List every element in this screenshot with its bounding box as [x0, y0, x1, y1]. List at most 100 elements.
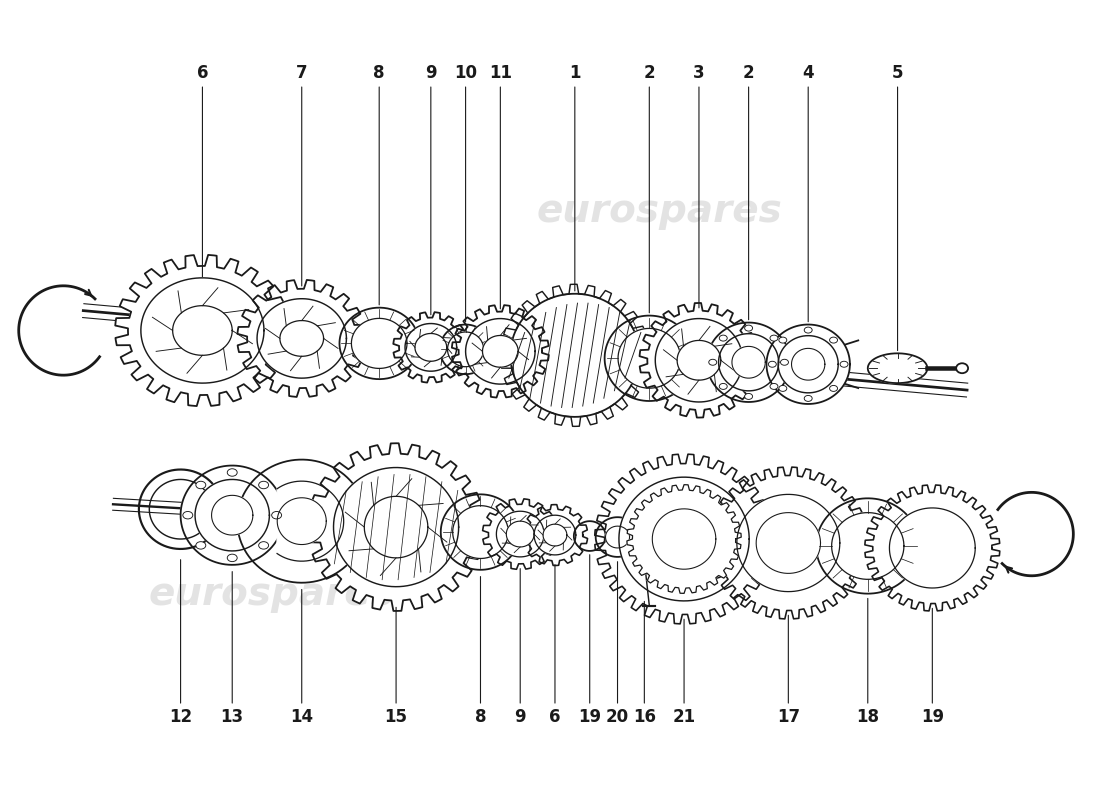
Polygon shape — [465, 318, 535, 384]
Ellipse shape — [258, 482, 268, 489]
Polygon shape — [173, 306, 232, 355]
Text: 19: 19 — [579, 708, 602, 726]
Text: 5: 5 — [892, 64, 903, 82]
Polygon shape — [340, 308, 419, 379]
Ellipse shape — [708, 359, 717, 366]
Ellipse shape — [829, 386, 837, 391]
Ellipse shape — [228, 469, 238, 476]
Ellipse shape — [781, 359, 789, 366]
Polygon shape — [496, 511, 544, 557]
Polygon shape — [364, 496, 428, 558]
Ellipse shape — [770, 335, 778, 341]
Polygon shape — [277, 481, 343, 561]
Polygon shape — [394, 312, 469, 382]
Polygon shape — [543, 524, 566, 546]
Polygon shape — [308, 443, 484, 611]
Polygon shape — [279, 321, 323, 356]
Polygon shape — [756, 513, 821, 574]
Text: eurospares: eurospares — [150, 574, 395, 613]
Ellipse shape — [719, 383, 727, 390]
Text: 9: 9 — [515, 708, 526, 726]
Polygon shape — [405, 323, 456, 371]
Ellipse shape — [183, 511, 192, 519]
Text: 6: 6 — [549, 708, 561, 726]
Text: 8: 8 — [373, 64, 385, 82]
Polygon shape — [605, 315, 694, 401]
Ellipse shape — [829, 337, 837, 343]
Polygon shape — [778, 336, 838, 393]
Text: 3: 3 — [693, 64, 705, 82]
Polygon shape — [452, 305, 549, 398]
Text: 10: 10 — [454, 64, 477, 82]
Text: 19: 19 — [921, 708, 944, 726]
Text: 1: 1 — [569, 64, 581, 82]
Polygon shape — [195, 479, 270, 551]
Text: 12: 12 — [169, 708, 192, 726]
Polygon shape — [652, 509, 716, 570]
Ellipse shape — [804, 395, 812, 402]
Polygon shape — [865, 485, 1000, 611]
Text: 2: 2 — [742, 64, 755, 82]
Polygon shape — [678, 341, 721, 380]
Polygon shape — [506, 521, 535, 547]
Polygon shape — [595, 454, 773, 624]
Ellipse shape — [745, 325, 752, 331]
Ellipse shape — [196, 482, 206, 489]
Polygon shape — [816, 498, 920, 594]
Polygon shape — [277, 498, 327, 545]
Polygon shape — [500, 284, 649, 426]
Ellipse shape — [745, 394, 752, 399]
Polygon shape — [574, 521, 606, 551]
Polygon shape — [792, 348, 825, 380]
Polygon shape — [535, 515, 575, 555]
Polygon shape — [627, 485, 741, 594]
Ellipse shape — [804, 327, 812, 333]
Polygon shape — [639, 303, 758, 418]
Polygon shape — [238, 280, 366, 397]
Polygon shape — [596, 517, 639, 557]
Ellipse shape — [258, 542, 268, 549]
Polygon shape — [453, 506, 508, 558]
Ellipse shape — [228, 554, 238, 562]
Text: 13: 13 — [221, 708, 244, 726]
Polygon shape — [351, 318, 407, 369]
Text: 17: 17 — [777, 708, 800, 726]
Polygon shape — [483, 499, 558, 570]
Polygon shape — [737, 494, 839, 592]
Polygon shape — [257, 298, 346, 378]
Text: 11: 11 — [488, 64, 512, 82]
Polygon shape — [732, 346, 766, 378]
Polygon shape — [618, 329, 681, 388]
Polygon shape — [868, 354, 927, 383]
Text: 20: 20 — [606, 708, 629, 726]
Polygon shape — [441, 494, 520, 570]
Polygon shape — [522, 505, 587, 566]
Text: 15: 15 — [385, 708, 408, 726]
Polygon shape — [510, 294, 639, 417]
Polygon shape — [448, 332, 484, 366]
Polygon shape — [180, 466, 284, 565]
Polygon shape — [116, 255, 289, 406]
Text: 2: 2 — [644, 64, 656, 82]
Ellipse shape — [840, 362, 848, 367]
Polygon shape — [707, 322, 790, 402]
Ellipse shape — [719, 335, 727, 341]
Text: eurospares: eurospares — [537, 192, 782, 230]
Polygon shape — [656, 318, 743, 402]
Polygon shape — [415, 334, 447, 362]
Polygon shape — [605, 526, 629, 548]
Text: 9: 9 — [425, 64, 437, 82]
Text: 4: 4 — [802, 64, 814, 82]
Text: 8: 8 — [475, 708, 486, 726]
Polygon shape — [767, 325, 850, 404]
Ellipse shape — [956, 363, 968, 373]
Polygon shape — [718, 334, 779, 391]
Text: 7: 7 — [296, 64, 308, 82]
Ellipse shape — [769, 362, 777, 367]
Polygon shape — [619, 477, 749, 601]
Ellipse shape — [272, 511, 282, 519]
Text: 14: 14 — [290, 708, 314, 726]
Polygon shape — [141, 278, 264, 383]
Polygon shape — [708, 467, 869, 619]
Polygon shape — [238, 459, 366, 582]
